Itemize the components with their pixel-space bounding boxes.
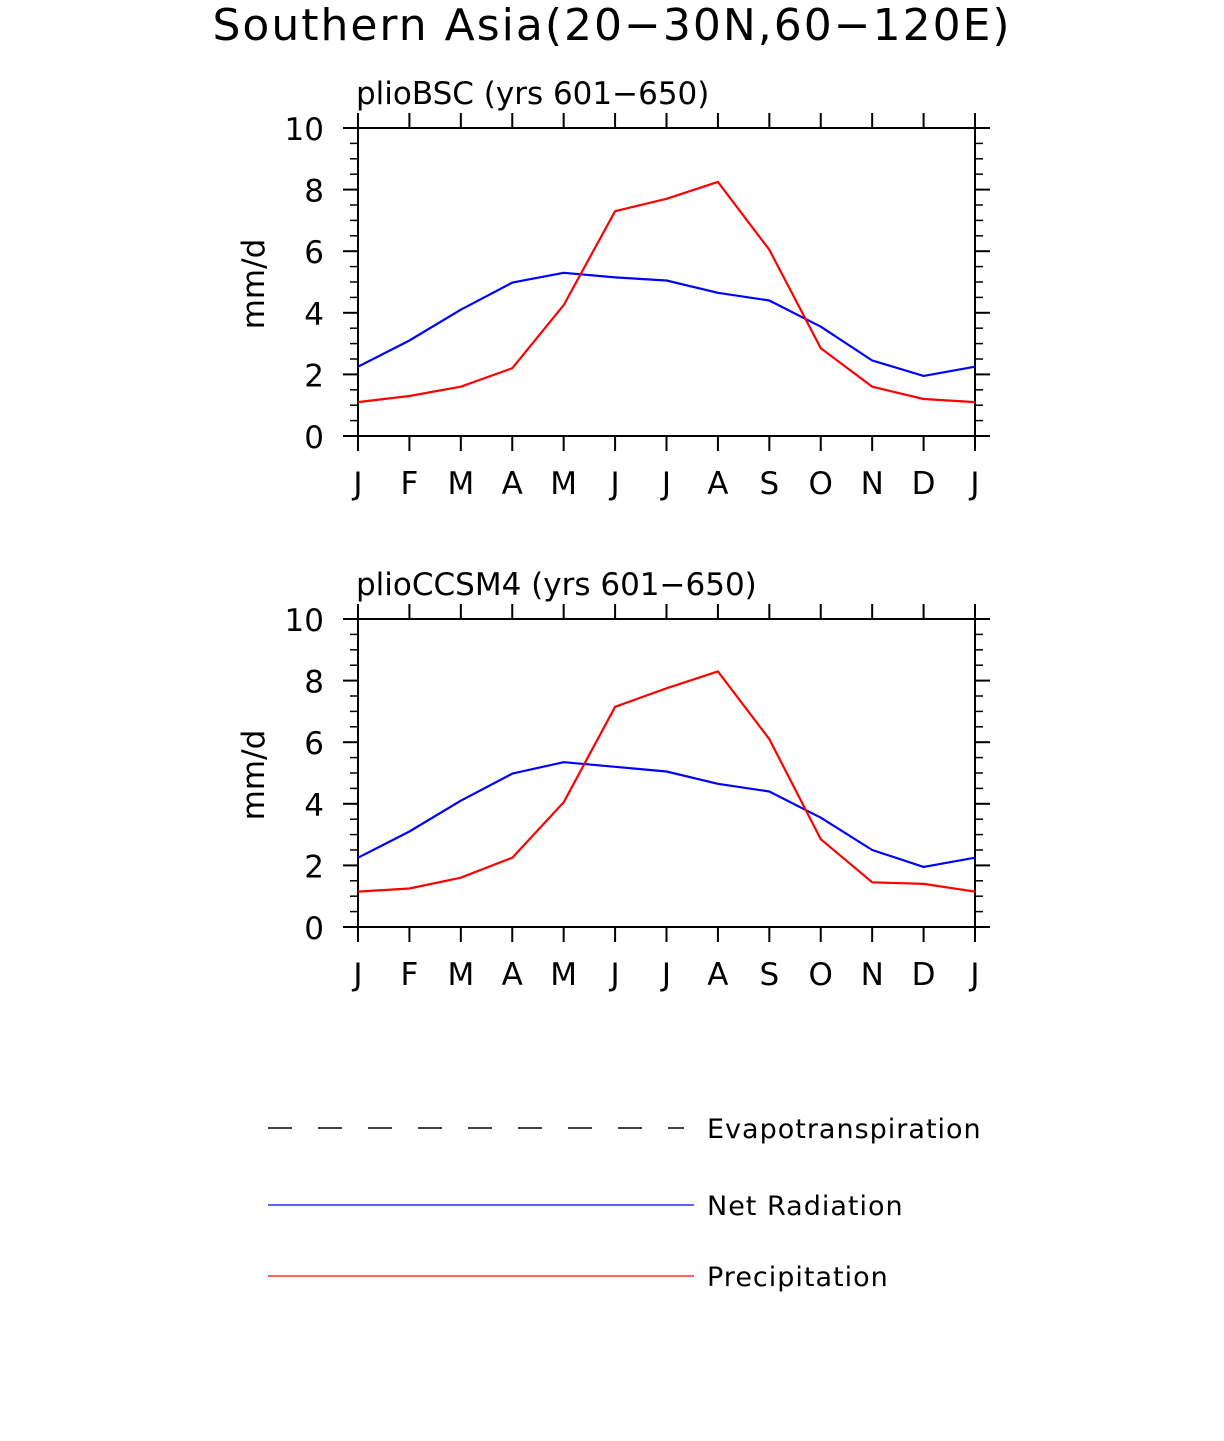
y-tick-label: 0 xyxy=(304,911,324,947)
x-tick-label: F xyxy=(400,957,418,993)
y-tick-label: 10 xyxy=(285,603,324,639)
x-tick-label: M xyxy=(447,957,474,993)
y-tick-label: 10 xyxy=(285,112,324,148)
y-tick-label: 2 xyxy=(304,849,324,885)
panel-title: plioCCSM4 (yrs 601−650) xyxy=(356,567,757,603)
x-tick-label: D xyxy=(912,466,936,502)
x-tick-label: O xyxy=(809,957,833,993)
x-tick-label: J xyxy=(968,957,979,993)
x-tick-label: J xyxy=(351,466,362,502)
legend-label-evapotranspiration: Evapotranspiration xyxy=(707,1114,982,1145)
y-axis-label: mm/d xyxy=(236,730,272,821)
x-tick-label: S xyxy=(759,466,779,502)
x-tick-label: M xyxy=(447,466,474,502)
x-tick-label: A xyxy=(707,466,728,502)
legend-label-precipitation: Precipitation xyxy=(707,1262,889,1293)
x-tick-label: N xyxy=(861,466,884,502)
figure-title: Southern Asia(20−30N,60−120E) xyxy=(212,0,1011,51)
x-tick-label: A xyxy=(707,957,728,993)
y-tick-label: 6 xyxy=(304,235,324,271)
x-tick-label: S xyxy=(759,957,779,993)
x-tick-label: F xyxy=(400,466,418,502)
y-axis-label: mm/d xyxy=(236,239,272,330)
x-tick-label: J xyxy=(660,466,671,502)
precipitation-line xyxy=(357,670,976,893)
legend: Evapotranspiration Net Radiation Precipita… xyxy=(268,1114,982,1293)
panel-title: plioBSC (yrs 601−650) xyxy=(356,76,709,112)
y-tick-label: 8 xyxy=(304,665,324,701)
x-tick-label: O xyxy=(809,466,833,502)
y-tick-label: 4 xyxy=(304,297,324,333)
y-tick-label: 8 xyxy=(304,174,324,210)
legend-label-net-radiation: Net Radiation xyxy=(707,1191,904,1222)
x-tick-label: J xyxy=(968,466,979,502)
y-tick-label: 2 xyxy=(304,358,324,394)
net-radiation-line xyxy=(357,761,976,869)
net-radiation-line xyxy=(357,271,976,377)
y-tick-label: 4 xyxy=(304,788,324,824)
x-tick-label: J xyxy=(660,957,671,993)
x-tick-label: A xyxy=(502,957,523,993)
x-tick-label: M xyxy=(550,957,577,993)
x-tick-label: J xyxy=(609,466,620,502)
y-tick-label: 6 xyxy=(304,726,324,762)
x-tick-label: M xyxy=(550,466,577,502)
x-tick-label: J xyxy=(609,957,620,993)
x-tick-label: N xyxy=(861,957,884,993)
precipitation-line xyxy=(357,180,976,404)
y-tick-label: 0 xyxy=(304,420,324,456)
x-tick-label: A xyxy=(502,466,523,502)
x-tick-label: D xyxy=(912,957,936,993)
x-tick-label: J xyxy=(351,957,362,993)
